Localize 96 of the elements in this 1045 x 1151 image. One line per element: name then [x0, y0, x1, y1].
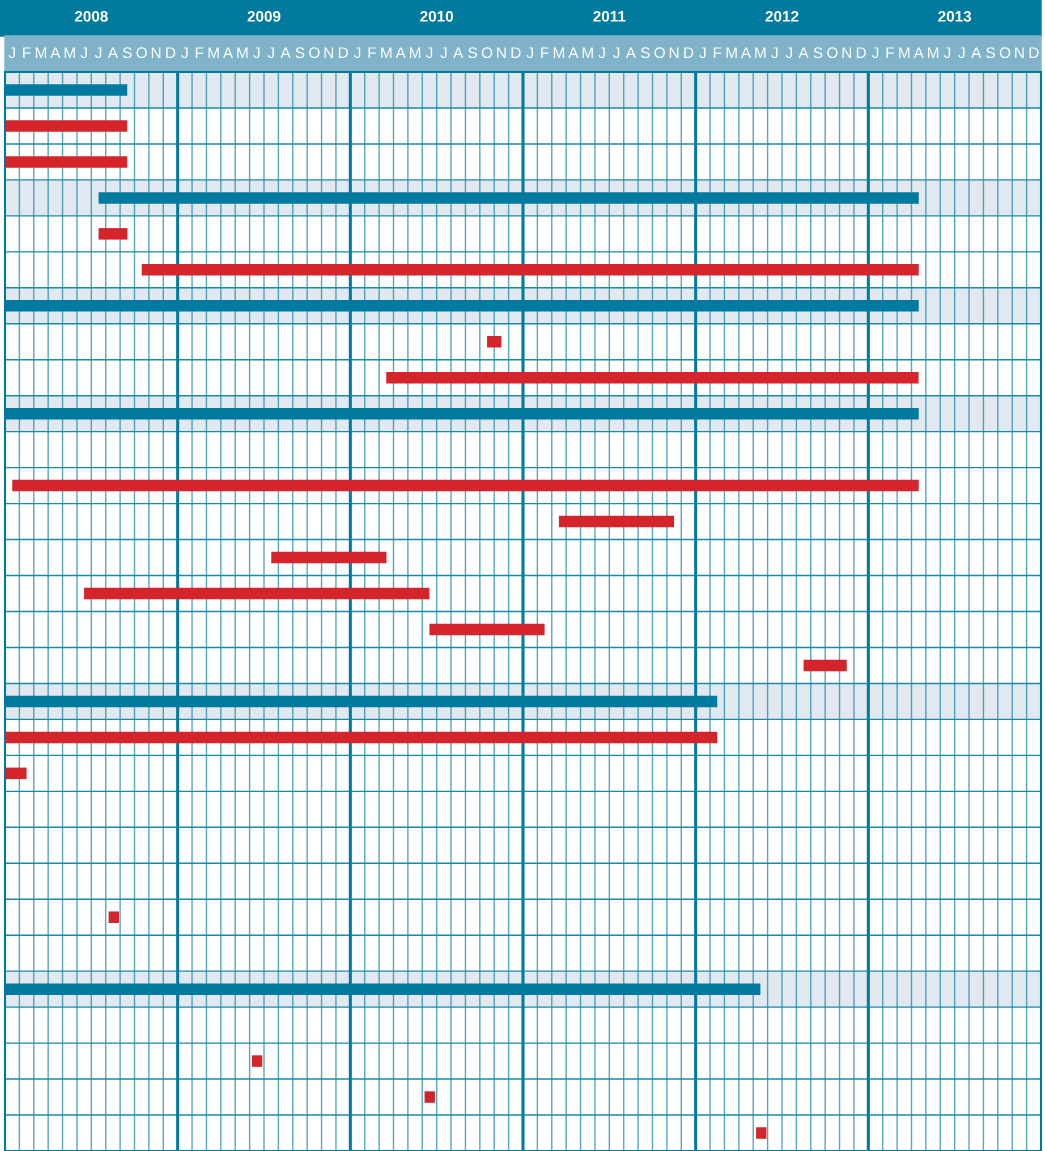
text: M	[237, 47, 248, 58]
bar	[386, 371, 919, 384]
text: J	[771, 47, 778, 59]
text: N	[1015, 47, 1024, 58]
text: D	[166, 47, 176, 58]
x-tick-label: 2012	[765, 10, 799, 22]
text: O	[654, 47, 665, 59]
text: J	[267, 47, 274, 59]
text: N	[497, 47, 506, 58]
text: D	[856, 47, 866, 58]
bar	[84, 587, 430, 600]
bar	[5, 731, 718, 744]
x-tick-label: 2008	[74, 10, 108, 22]
text: J	[8, 47, 15, 59]
text: A	[971, 47, 982, 58]
text: J	[440, 47, 447, 59]
text: F	[195, 47, 204, 58]
text: F	[541, 47, 549, 58]
text: O	[999, 47, 1011, 59]
text: M	[927, 47, 939, 58]
text: J	[699, 47, 706, 59]
text: M	[899, 47, 910, 58]
text: J	[612, 47, 620, 59]
bar	[756, 1127, 767, 1139]
bar	[487, 336, 502, 348]
bar	[5, 120, 128, 132]
bar	[108, 911, 119, 923]
text: S	[295, 47, 305, 59]
text: M	[553, 47, 565, 58]
text: A	[50, 47, 61, 58]
text: F	[713, 47, 722, 58]
text: A	[453, 47, 464, 58]
text: A	[395, 47, 406, 58]
text: J	[943, 47, 951, 59]
x-tick-label: 2013	[938, 10, 972, 22]
bar	[271, 551, 387, 564]
bar	[803, 659, 847, 672]
x-tick-label: 2009	[247, 10, 281, 22]
text: A	[913, 47, 924, 58]
text: S	[986, 47, 996, 59]
text: J	[526, 47, 533, 59]
text: O	[309, 47, 320, 59]
text: A	[568, 47, 579, 58]
text: A	[222, 47, 234, 58]
text: M	[35, 47, 47, 58]
text: D	[511, 47, 521, 58]
text: D	[1029, 47, 1039, 58]
text: M	[755, 47, 766, 58]
text: F	[23, 47, 31, 58]
text: N	[151, 47, 161, 58]
text: M	[208, 47, 219, 58]
text: A	[107, 47, 118, 58]
text: O	[136, 47, 147, 59]
text: J	[425, 47, 433, 59]
text: D	[684, 47, 694, 58]
text: J	[785, 47, 792, 59]
text: F	[368, 47, 376, 58]
x-tick-label: 2011	[593, 10, 626, 22]
text: J	[871, 47, 879, 59]
text: A	[740, 47, 752, 58]
text: A	[798, 47, 809, 58]
text: N	[669, 47, 679, 58]
text: S	[813, 47, 823, 59]
text: S	[122, 47, 132, 59]
text: M	[381, 47, 392, 58]
text: J	[598, 47, 605, 59]
bar	[98, 228, 128, 240]
text: A	[280, 47, 291, 58]
text: M	[64, 47, 75, 58]
text: M	[582, 47, 593, 58]
text: N	[842, 47, 852, 58]
bar	[5, 767, 27, 780]
text: F	[886, 47, 894, 58]
x-tick-label: 2010	[420, 10, 454, 22]
text: J	[253, 47, 260, 59]
text: S	[640, 47, 650, 59]
text: D	[338, 47, 348, 58]
bar	[429, 623, 545, 636]
text: J	[353, 47, 361, 59]
text: J	[181, 47, 188, 59]
text: M	[726, 47, 737, 58]
text: N	[324, 47, 334, 58]
text: J	[958, 47, 965, 59]
bar	[12, 479, 919, 492]
text: O	[827, 47, 838, 59]
bar	[5, 156, 128, 168]
bar	[141, 264, 919, 276]
bar	[424, 1091, 435, 1103]
text: O	[481, 47, 493, 59]
bar	[251, 1055, 263, 1067]
bar	[558, 515, 675, 528]
text: J	[80, 47, 87, 59]
text: A	[625, 47, 636, 58]
text: S	[468, 47, 478, 59]
text: M	[409, 47, 421, 58]
text: J	[94, 47, 102, 59]
